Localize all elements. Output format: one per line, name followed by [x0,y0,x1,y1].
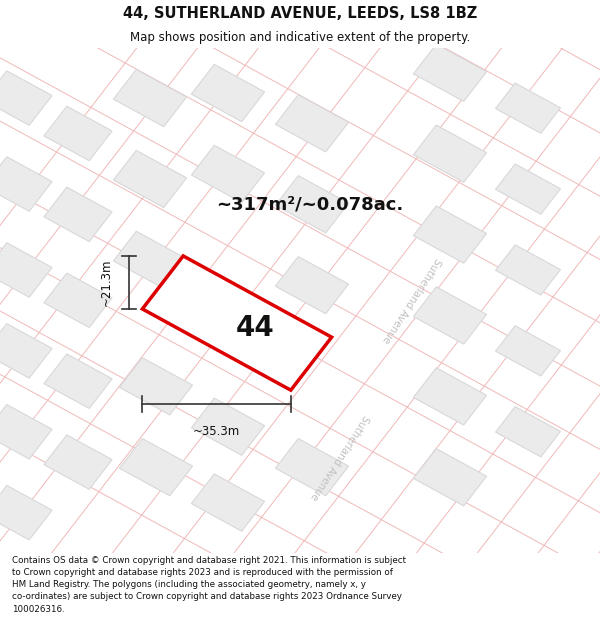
Polygon shape [44,435,112,489]
Text: ~35.3m: ~35.3m [193,425,240,438]
Polygon shape [44,354,112,409]
Polygon shape [119,357,193,415]
Text: Map shows position and indicative extent of the property.: Map shows position and indicative extent… [130,31,470,44]
Polygon shape [413,368,487,425]
Polygon shape [0,242,52,298]
Text: Sutherland Avenue: Sutherland Avenue [308,412,370,501]
Polygon shape [0,157,52,211]
Polygon shape [44,187,112,242]
Polygon shape [119,439,193,496]
Polygon shape [0,71,52,125]
Polygon shape [0,486,52,540]
Polygon shape [275,256,349,314]
Polygon shape [413,449,487,506]
Polygon shape [191,398,265,456]
Polygon shape [496,83,560,133]
Text: ~317m²/~0.078ac.: ~317m²/~0.078ac. [216,195,403,213]
Text: Contains OS data © Crown copyright and database right 2021. This information is : Contains OS data © Crown copyright and d… [12,556,406,614]
Polygon shape [191,64,265,122]
Polygon shape [44,273,112,328]
Polygon shape [496,245,560,295]
Polygon shape [413,44,487,101]
Text: 44: 44 [236,314,274,342]
Text: ~21.3m: ~21.3m [100,259,113,306]
Polygon shape [413,125,487,182]
Polygon shape [44,106,112,161]
Polygon shape [113,151,187,208]
Polygon shape [113,231,187,289]
Polygon shape [496,326,560,376]
Polygon shape [142,256,332,390]
Polygon shape [496,407,560,457]
Text: Sutherland Avenue: Sutherland Avenue [380,256,442,344]
Polygon shape [191,145,265,202]
Polygon shape [0,324,52,378]
Polygon shape [191,474,265,531]
Polygon shape [275,439,349,496]
Text: 44, SUTHERLAND AVENUE, LEEDS, LS8 1BZ: 44, SUTHERLAND AVENUE, LEEDS, LS8 1BZ [123,6,477,21]
Polygon shape [275,176,349,233]
Polygon shape [275,95,349,152]
Polygon shape [413,206,487,263]
Polygon shape [413,287,487,344]
Polygon shape [496,164,560,214]
Polygon shape [0,404,52,459]
Polygon shape [113,69,187,127]
